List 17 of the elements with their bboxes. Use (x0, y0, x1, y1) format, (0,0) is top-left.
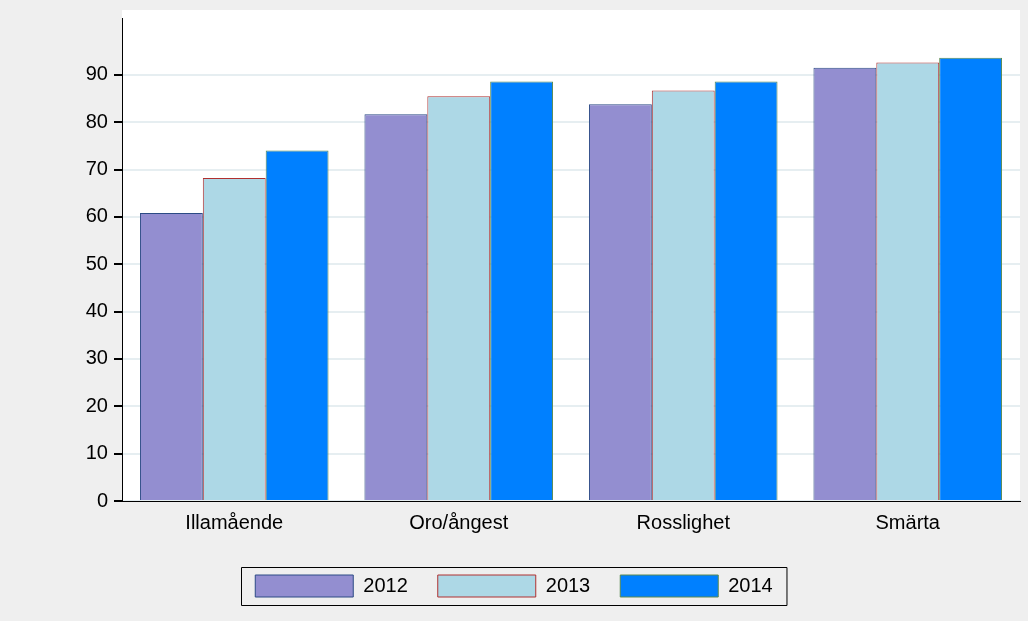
y-tick-label: 60 (85, 204, 108, 227)
legend-label: 2014 (728, 573, 773, 596)
y-tick-label: 80 (85, 109, 108, 132)
y-tick-label: 70 (85, 157, 108, 180)
y-tick-label: 50 (85, 251, 108, 274)
legend-label: 2013 (545, 573, 591, 596)
y-tick-label: 0 (96, 488, 108, 511)
x-tick-label: Smärta (875, 510, 941, 533)
x-tick-label: Illamående (185, 510, 284, 533)
y-tick-label: 20 (85, 393, 108, 416)
y-tick-label: 30 (85, 346, 108, 369)
y-tick-label: 90 (85, 62, 108, 85)
x-tick-label: Rosslighet (636, 510, 731, 533)
y-tick-label: 40 (85, 299, 108, 322)
legend-label: 2012 (363, 573, 408, 596)
y-tick-label: 10 (85, 441, 108, 464)
x-tick-label: Oro/ångest (409, 510, 509, 533)
